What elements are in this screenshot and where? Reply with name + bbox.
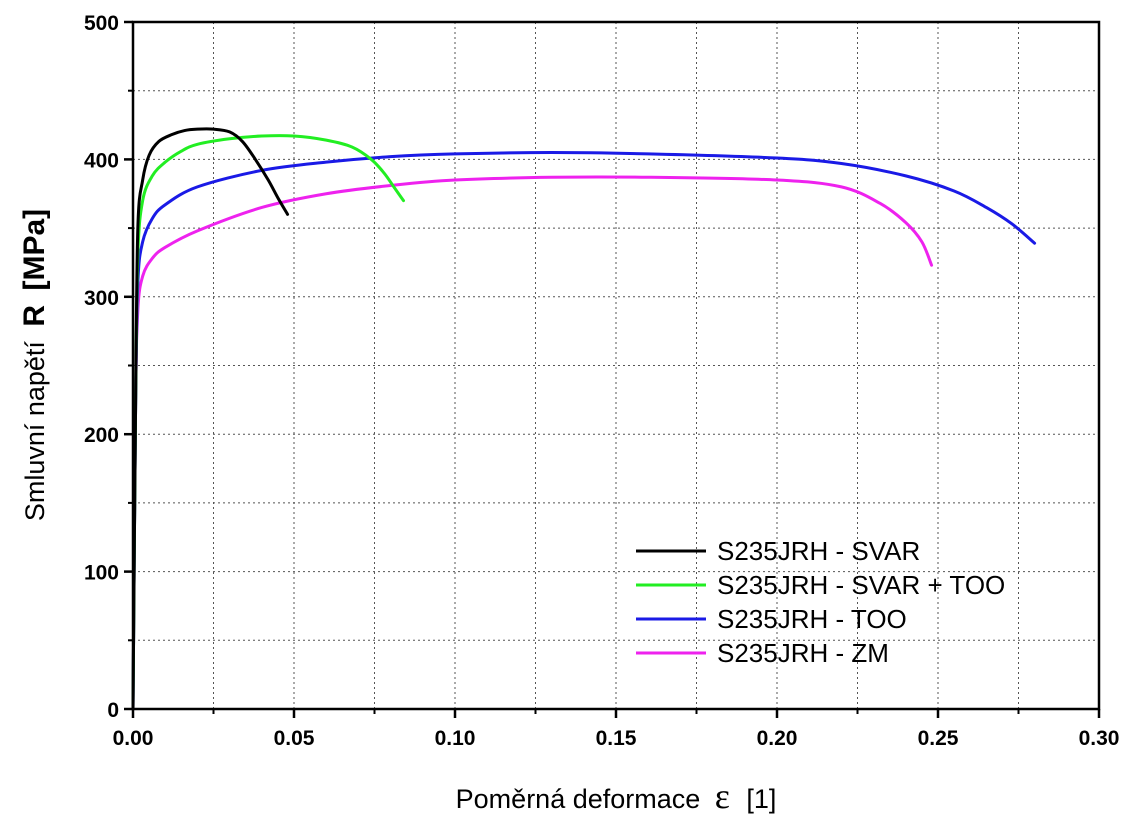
grid [133, 22, 1099, 709]
series-line-2 [131, 134, 405, 711]
y-axis-label: Smluvní napětí [20, 341, 50, 522]
legend-label-4: S235JRH - ZM [717, 638, 889, 668]
series-group [131, 127, 1037, 711]
y-tick-label: 300 [84, 287, 119, 310]
x-axis-title: Poměrná deformace ε [1] [456, 776, 777, 816]
y-tick-label: 500 [84, 12, 119, 35]
x-tick-label: 0.20 [757, 727, 798, 750]
y-tick-label: 100 [84, 562, 119, 585]
x-tick-label: 0.30 [1079, 727, 1120, 750]
tick-labels: 0.00 0.05 0.10 0.15 0.20 0.25 0.30 0 100 200 300 40… [84, 12, 1119, 750]
x-tick-label: 0.10 [435, 727, 476, 750]
svg-text:Poměrná deformace ε: Poměrná deformace ε [1] [456, 776, 777, 816]
y-axis-unit: [MPa] [18, 209, 51, 291]
x-axis-unit: [1] [746, 784, 776, 814]
x-tick-label: 0.05 [274, 727, 315, 750]
series-line-1 [131, 127, 290, 711]
x-axis-symbol: ε [715, 776, 730, 816]
y-tick-label: 400 [84, 149, 119, 172]
legend: S235JRH - SVAR S235JRH - SVAR + TOO S235JR… [636, 536, 1005, 668]
x-axis-label: Poměrná deformace [456, 784, 701, 814]
x-tick-label: 0.25 [918, 727, 959, 750]
legend-label-3: S235JRH - TOO [717, 604, 907, 634]
y-tick-label: 200 [84, 424, 119, 447]
x-tick-label: 0.00 [113, 727, 154, 750]
y-tick-label: 0 [107, 699, 119, 722]
y-axis-title: Smluvní napětí R [MPa] [18, 209, 51, 521]
svg-text:Smluvní napětí R [: Smluvní napětí R [MPa] [18, 209, 51, 521]
legend-label-1: S235JRH - SVAR [717, 536, 920, 566]
axis-ticks [124, 20, 1101, 718]
legend-label-2: S235JRH - SVAR + TOO [717, 570, 1005, 600]
y-axis-symbol: R [18, 305, 51, 327]
x-tick-label: 0.15 [596, 727, 637, 750]
